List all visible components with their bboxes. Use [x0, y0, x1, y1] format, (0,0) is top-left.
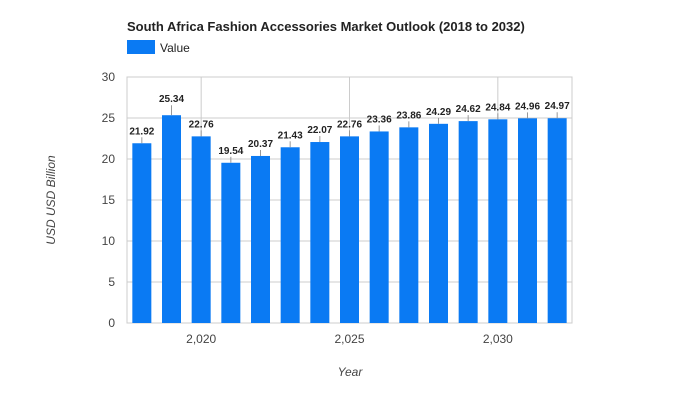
- data-label: 22.76: [189, 119, 214, 130]
- y-tick-label: 0: [108, 316, 115, 330]
- bar[interactable]: [221, 162, 241, 323]
- legend-label: Value: [160, 41, 190, 55]
- bar[interactable]: [458, 121, 478, 323]
- x-tick-label: 2,030: [483, 332, 513, 346]
- legend-swatch: [127, 40, 155, 54]
- bar[interactable]: [162, 115, 181, 323]
- y-tick-label: 10: [102, 234, 116, 248]
- bar[interactable]: [518, 118, 537, 323]
- data-label: 22.76: [337, 119, 362, 130]
- bar[interactable]: [369, 131, 389, 323]
- x-axis-label: Year: [338, 365, 364, 379]
- y-tick-label: 20: [102, 152, 116, 166]
- x-tick-label: 2,025: [334, 332, 364, 346]
- bar[interactable]: [132, 143, 152, 323]
- data-label: 24.96: [515, 101, 540, 112]
- data-label: 22.07: [307, 125, 332, 136]
- bar[interactable]: [547, 118, 567, 323]
- bar[interactable]: [429, 123, 448, 324]
- data-label: 24.97: [545, 101, 570, 112]
- y-tick-label: 15: [102, 193, 116, 207]
- data-label: 24.29: [426, 107, 451, 118]
- bar[interactable]: [280, 147, 300, 323]
- y-tick-label: 25: [102, 111, 116, 125]
- data-label: 25.34: [159, 94, 184, 105]
- y-axis-label: USD USD Billion: [44, 155, 58, 245]
- x-axis-ticks: 2,020 2,025 2,030: [186, 332, 513, 346]
- y-tick-label: 30: [102, 70, 116, 84]
- y-axis-ticks: 0 5 10 15 20 25 30: [102, 70, 116, 330]
- data-label: 19.54: [218, 146, 243, 157]
- bar[interactable]: [340, 136, 359, 323]
- data-label: 20.37: [248, 139, 273, 150]
- y-tick-label: 5: [108, 275, 115, 289]
- data-label: 24.84: [485, 102, 510, 113]
- x-tick-label: 2,020: [186, 332, 216, 346]
- bar[interactable]: [191, 136, 211, 323]
- bar[interactable]: [310, 142, 330, 323]
- bar[interactable]: [399, 127, 419, 324]
- data-label: 23.86: [396, 110, 421, 121]
- chart-title: South Africa Fashion Accessories Market …: [127, 19, 525, 34]
- bars: 21.92 25.34 22.76 19.54 20.37 21.43 22.07 22.76…: [129, 94, 570, 324]
- data-label: 23.36: [367, 114, 392, 125]
- legend[interactable]: Value: [127, 40, 190, 55]
- bar[interactable]: [251, 155, 270, 323]
- data-label: 21.92: [129, 126, 154, 137]
- data-label: 24.62: [456, 104, 481, 115]
- data-label: 21.43: [278, 130, 303, 141]
- bar[interactable]: [488, 119, 508, 323]
